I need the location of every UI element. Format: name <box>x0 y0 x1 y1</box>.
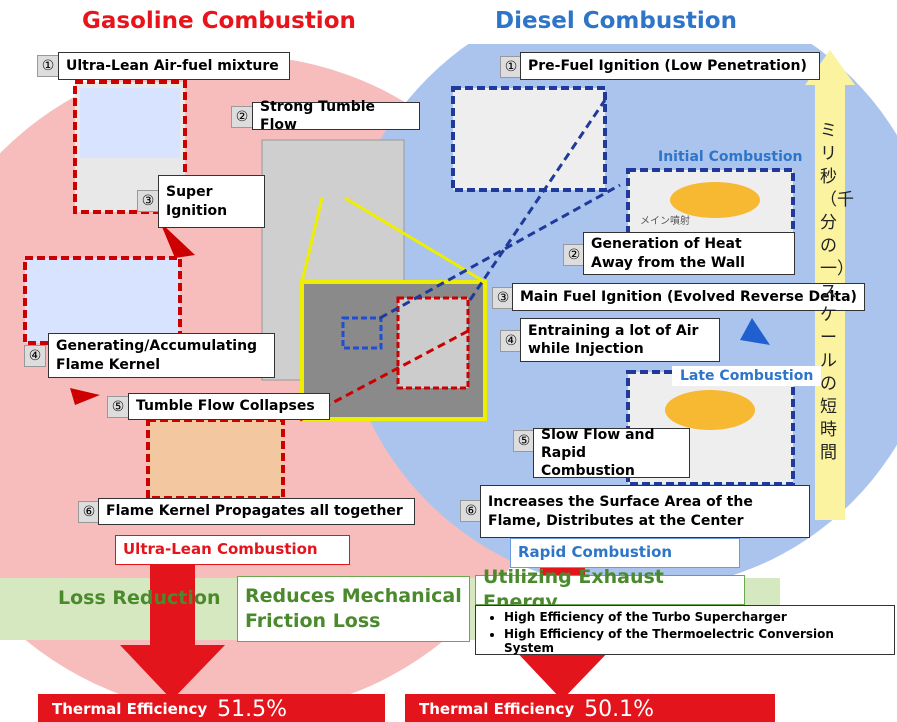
step-arrow <box>160 222 195 258</box>
efficiency-box: Thermal Efficiency 50.1% <box>405 694 775 722</box>
zoom-line <box>344 196 486 284</box>
step-number: ② <box>231 106 253 128</box>
title: Gasoline Combustion <box>82 8 356 34</box>
step-number: ⑥ <box>78 501 100 523</box>
step-label: Slow Flow and Rapid Combustion <box>533 427 690 479</box>
benefit-item: High Efficiency of the Turbo Supercharge… <box>504 610 888 624</box>
closeup-cylinder <box>396 296 470 390</box>
flame <box>670 182 760 218</box>
cylinder-image <box>80 88 180 158</box>
step-number: ⑤ <box>107 396 129 418</box>
step-number: ⑥ <box>460 500 482 522</box>
benefit-label: Utilizing Exhaust Energy <box>475 566 745 613</box>
step-label: Generating/Accumulating Flame Kernel <box>48 333 275 378</box>
result-label: Ultra-Lean Combustion <box>115 535 350 565</box>
phase-label: Late Combustion <box>672 366 822 386</box>
efficiency-value: 50.1% <box>584 696 655 722</box>
step-label: Pre-Fuel Ignition (Low Penetration) <box>520 52 820 80</box>
step-number: ③ <box>137 190 159 212</box>
cylinder-image <box>23 256 182 345</box>
step-label: Tumble Flow Collapses <box>128 393 330 420</box>
benefit-label: Loss Reduction <box>58 587 221 609</box>
zoom-line <box>300 197 324 283</box>
link-line <box>379 183 621 320</box>
benefit-item: High Efficiency of the Thermoelectric Co… <box>504 627 888 655</box>
step-label: Super Ignition <box>158 175 265 228</box>
step-label: Entraining a lot of Air while Injection <box>520 318 720 362</box>
efficiency-label: Thermal Efficiency <box>52 700 208 718</box>
chamber-image <box>451 86 607 192</box>
step-arrow <box>70 388 100 405</box>
step-number: ④ <box>500 330 522 352</box>
step-number: ① <box>37 55 59 77</box>
efficiency-label: Thermal Efficiency <box>419 700 575 718</box>
step-label: Ultra-Lean Air-fuel mixture <box>58 52 290 80</box>
benefit-label: Reduces Mechanical Friction Loss <box>237 576 470 642</box>
flame <box>665 390 755 430</box>
down-arrow <box>120 565 225 700</box>
injection-label: メイン噴射 <box>640 216 690 227</box>
title: Diesel Combustion <box>495 8 737 34</box>
step-number: ② <box>563 244 585 266</box>
benefit-list: High Efficiency of the Turbo Supercharge… <box>475 605 895 655</box>
closeup-injector <box>341 316 383 350</box>
step-label: Flame Kernel Propagates all together <box>98 498 415 525</box>
efficiency-value: 51.5% <box>217 696 288 722</box>
step-number: ③ <box>492 287 514 309</box>
step-arrow <box>740 318 770 345</box>
step-label: Generation of Heat Away from the Wall <box>583 232 795 275</box>
result-label: Rapid Combustion <box>510 538 740 568</box>
timescale-label: ミリ秒（千分の一）スケールの短時間 <box>820 121 854 463</box>
cylinder-image <box>146 418 285 500</box>
efficiency-box: Thermal Efficiency 51.5% <box>38 694 385 722</box>
phase-label: Initial Combustion <box>658 149 803 165</box>
step-label: Increases the Surface Area of the Flame,… <box>480 485 810 538</box>
step-number: ① <box>500 56 522 78</box>
link-line <box>468 99 607 301</box>
step-number: ⑤ <box>513 430 535 452</box>
step-label: Main Fuel Ignition (Evolved Reverse Delt… <box>512 283 865 311</box>
step-number: ④ <box>24 345 46 367</box>
title-strip <box>0 0 897 44</box>
step-label: Strong Tumble Flow <box>252 99 420 133</box>
